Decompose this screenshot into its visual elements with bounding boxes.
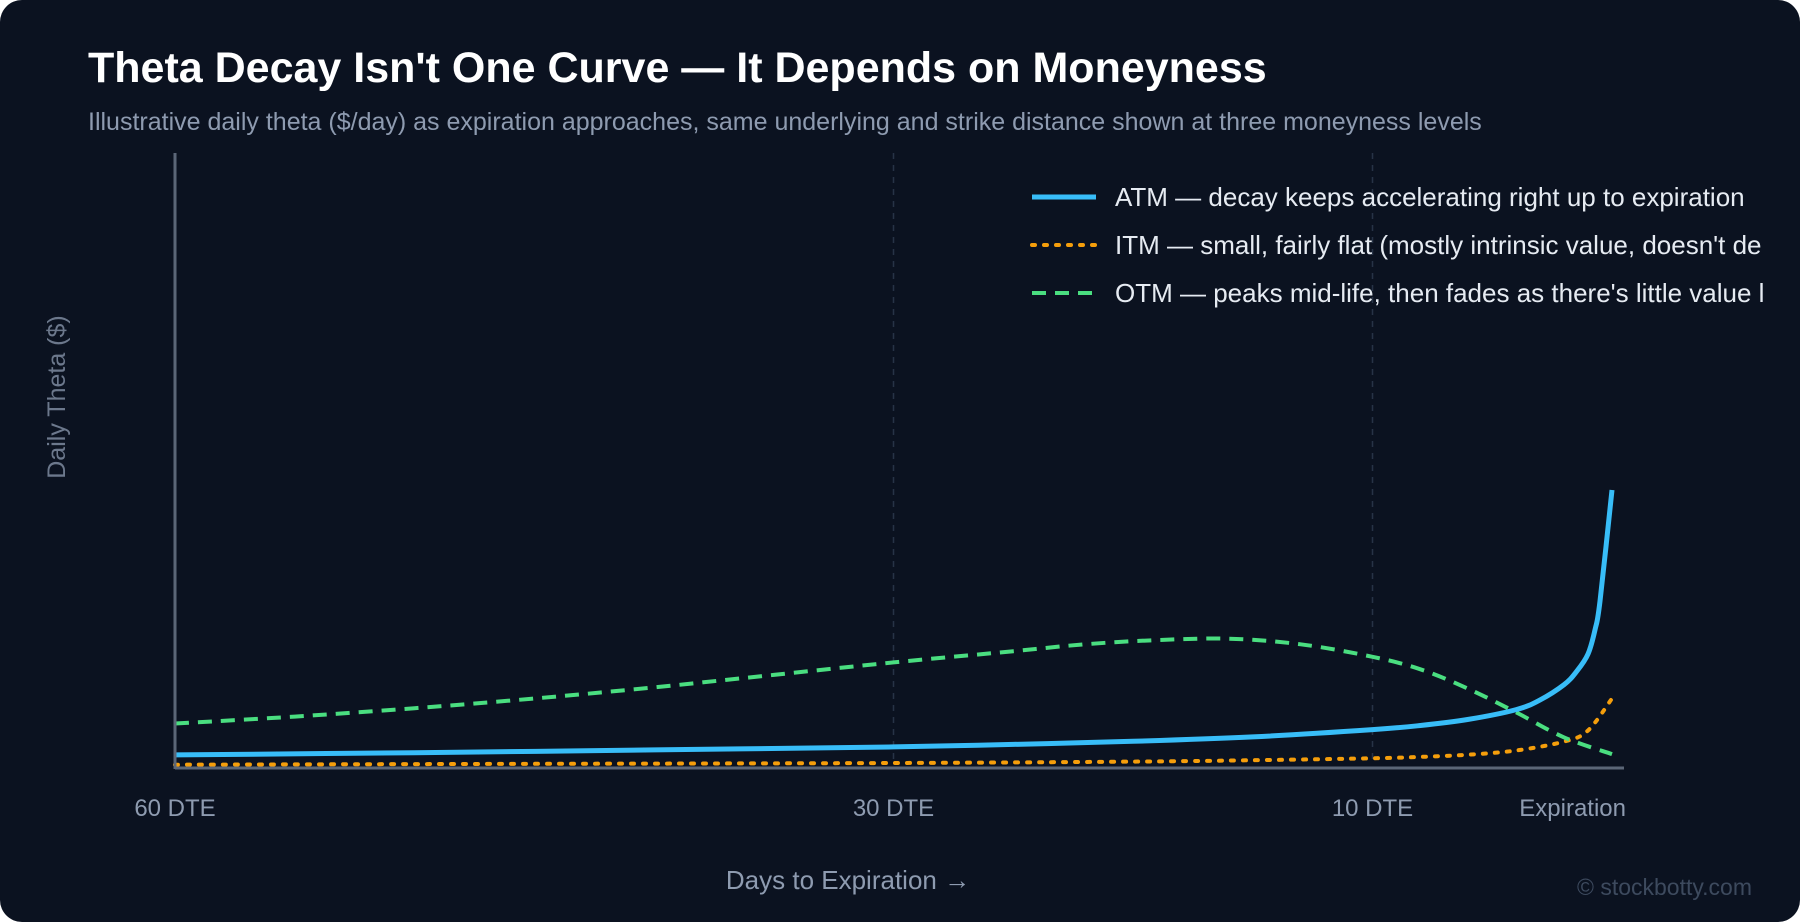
x-tick-label: 10 DTE	[1332, 795, 1413, 822]
y-axis-title: Daily Theta ($)	[43, 315, 71, 479]
series-line-0	[174, 489, 1615, 758]
x-tick-labels: 60 DTE 30 DTE 10 DTE Expiration	[134, 795, 1626, 822]
x-tick-label: 30 DTE	[853, 795, 934, 822]
chart-subtitle: Illustrative daily theta ($/day) as expi…	[88, 108, 1482, 136]
legend-label-1: ITM — small, fairly flat (mostly intrins…	[1115, 230, 1761, 260]
legend-label-2: OTM — peaks mid-life, then fades as ther…	[1115, 278, 1764, 308]
legend-label-0: ATM — decay keeps accelerating right up …	[1115, 182, 1745, 212]
series-line-1	[173, 696, 1614, 767]
legend: ATM — decay keeps accelerating right up …	[1030, 182, 1764, 308]
watermark: © stockbotty.com	[1576, 874, 1752, 900]
x-axis-title: Days to Expiration →	[726, 865, 970, 895]
x-tick-label: Expiration	[1519, 795, 1626, 822]
chart-title: Theta Decay Isn't One Curve — It Depends…	[88, 44, 1267, 92]
axes	[173, 153, 1624, 770]
series-lines	[173, 489, 1615, 767]
x-tick-label: 60 DTE	[134, 795, 215, 822]
series-line-2	[174, 636, 1613, 756]
